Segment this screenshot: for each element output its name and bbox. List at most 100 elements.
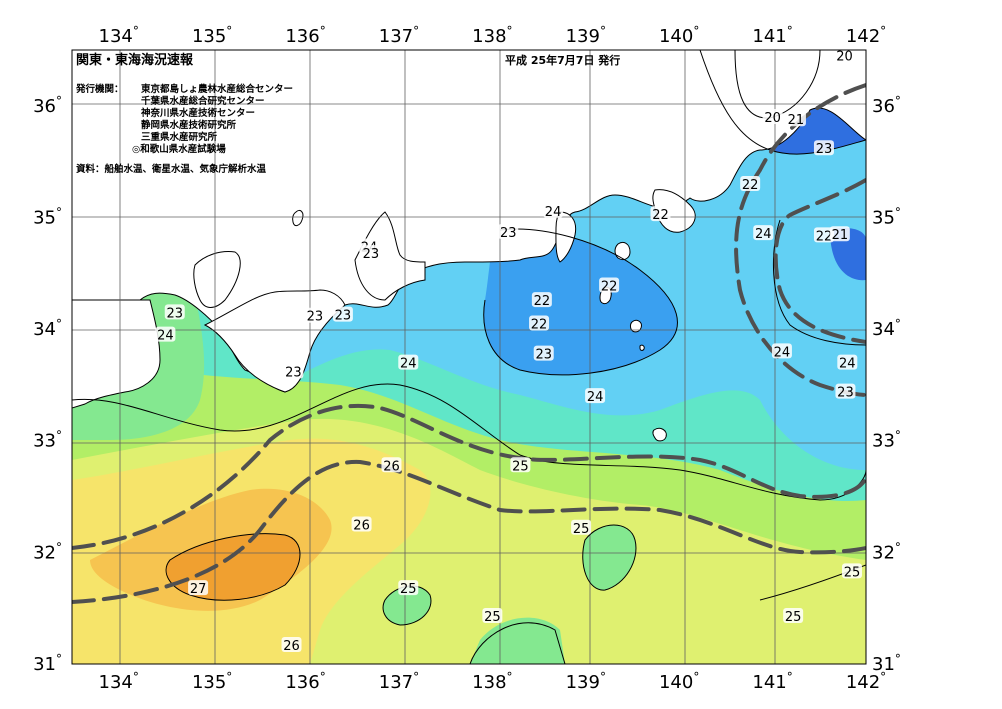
land-shikoku bbox=[72, 299, 161, 409]
isotherm-27 bbox=[165, 533, 301, 601]
lon-tick-bottom-134: 134° bbox=[99, 670, 139, 693]
map-title: 関東・東海海況速報 bbox=[76, 52, 194, 68]
contour-label-text: 22 bbox=[652, 208, 669, 223]
data-source: 資料：船舶水温、衛星水温、気象庁解析水温 bbox=[76, 163, 267, 175]
contour-label-text: 25 bbox=[512, 459, 529, 474]
lon-tick-bottom-142: 142° bbox=[846, 670, 886, 693]
contour-label-text: 26 bbox=[353, 518, 370, 533]
contour-label-29: 26 bbox=[351, 516, 372, 533]
isotherm-24 bbox=[72, 383, 866, 501]
lon-tick-bottom-138: 138° bbox=[472, 670, 512, 693]
land-oshima bbox=[614, 241, 631, 261]
contour-label-text: 23 bbox=[363, 247, 380, 262]
lon-tick-bottom-139: 139° bbox=[566, 670, 606, 693]
lat-tick-right-33: 33° bbox=[872, 429, 901, 452]
contour-label-text: 23 bbox=[335, 309, 352, 324]
contour-label-2: 21 bbox=[785, 111, 806, 128]
issuer-1: 千葉県水産総合研究センター bbox=[141, 95, 265, 107]
inner-eddy-boundary bbox=[773, 178, 866, 344]
contour-label-text: 23 bbox=[285, 366, 302, 381]
contour-label-text: 24 bbox=[545, 205, 562, 220]
lat-tick-left-31: 31° bbox=[33, 652, 62, 675]
latitude-ticks-right: 36° 35° 34° 33° 32° 31° bbox=[872, 94, 901, 675]
land-izu-peninsula bbox=[555, 211, 577, 263]
issuer-2: 神奈川県水産技術センター bbox=[141, 107, 255, 119]
contour-label-text: 25 bbox=[785, 610, 802, 625]
contour-label-24: 24 bbox=[837, 354, 858, 372]
contour-label-18: 23 bbox=[164, 304, 185, 321]
lat-tick-right-34: 34° bbox=[872, 317, 901, 340]
contour-label-22: 23 bbox=[533, 345, 554, 363]
lon-tick-top-136: 136° bbox=[285, 24, 325, 47]
isotherm-25-se bbox=[469, 622, 566, 664]
contour-label-34: 25 bbox=[841, 563, 862, 580]
contour-label-10: 23 bbox=[498, 223, 519, 241]
map-area: 2020212322242221242223242322222223232324… bbox=[72, 50, 866, 664]
contour-label-27: 25 bbox=[510, 457, 531, 474]
contour-label-text: 22 bbox=[742, 178, 759, 193]
isotherm-22 bbox=[483, 228, 678, 376]
lon-tick-top-139: 139° bbox=[566, 24, 606, 47]
contour-label-8: 24 bbox=[543, 202, 564, 220]
contour-label-9: 22 bbox=[650, 206, 671, 223]
lon-tick-bottom-140: 140° bbox=[659, 670, 699, 693]
contour-label-7: 21 bbox=[829, 226, 850, 243]
issuer-label: 発行機関： bbox=[75, 83, 124, 95]
contour-label-text: 24 bbox=[774, 345, 791, 360]
lat-tick-right-31: 31° bbox=[872, 652, 901, 675]
latitude-ticks-left: 36° 35° 34° 33° 32° 31° bbox=[33, 94, 62, 675]
contour-label-text: 25 bbox=[844, 565, 861, 580]
map-frame bbox=[71, 49, 867, 665]
lon-tick-top-134: 134° bbox=[99, 24, 139, 47]
longitude-ticks-top: 134° 135° 136° 137° 138° 139° 140° 141° 142° bbox=[99, 24, 887, 47]
contour-label-21: 24 bbox=[398, 354, 419, 372]
lon-tick-bottom-141: 141° bbox=[752, 670, 792, 693]
contour-label-text: 24 bbox=[839, 357, 856, 372]
contour-label-30: 25 bbox=[571, 519, 592, 537]
land-ise-bay-area bbox=[354, 211, 426, 301]
lat-tick-right-36: 36° bbox=[872, 94, 901, 117]
contour-label-text: 23 bbox=[307, 310, 324, 325]
sea-25-patch-se bbox=[470, 617, 565, 664]
contour-label-text: 24 bbox=[587, 390, 604, 405]
contour-label-16: 23 bbox=[304, 307, 325, 325]
contour-label-28: 26 bbox=[381, 457, 402, 474]
contour-label-5: 24 bbox=[753, 225, 774, 242]
lon-tick-top-142: 142° bbox=[846, 24, 886, 47]
contour-label-text: 20 bbox=[764, 111, 781, 126]
contour-label-0: 20 bbox=[834, 50, 855, 65]
contour-labels: 2020212322242221242223242322222223232324… bbox=[155, 50, 862, 654]
contour-label-text: 22 bbox=[816, 229, 833, 244]
contour-label-text: 26 bbox=[383, 459, 400, 474]
contour-label-text: 25 bbox=[573, 522, 590, 537]
contour-label-14: 22 bbox=[531, 292, 552, 309]
contour-label-text: 25 bbox=[400, 582, 417, 597]
lon-tick-top-140: 140° bbox=[659, 24, 699, 47]
issue-date: 平成 25年7月7日 発行 bbox=[505, 53, 620, 67]
kuroshio-south-edge bbox=[72, 459, 866, 604]
contour-label-36: 26 bbox=[281, 637, 302, 654]
contour-label-4: 22 bbox=[740, 175, 761, 193]
issuer-4: 三重県水産研究所 bbox=[141, 131, 218, 143]
lon-tick-bottom-137: 137° bbox=[379, 670, 419, 693]
lon-tick-top-141: 141° bbox=[752, 24, 792, 47]
land-awaji bbox=[193, 251, 241, 308]
contour-label-text: 24 bbox=[400, 357, 417, 372]
land-miyakejima bbox=[629, 319, 642, 333]
contour-label-23: 24 bbox=[771, 343, 792, 360]
issuer-5: ◎和歌山県水産試験場 bbox=[132, 143, 226, 155]
contour-label-15: 22 bbox=[529, 315, 550, 333]
contour-label-26: 24 bbox=[585, 388, 606, 405]
lat-tick-left-36: 36° bbox=[33, 94, 62, 117]
sea-25-patch-south bbox=[383, 585, 431, 625]
warm-eddy-boundary bbox=[734, 83, 866, 397]
longitude-ticks-bottom: 134° 135° 136° 137° 138° 139° 140° 141° 142° bbox=[99, 670, 887, 693]
sea-25-patch-east bbox=[582, 525, 636, 591]
sea-22-band bbox=[483, 229, 678, 375]
land-hachijojima bbox=[652, 427, 667, 442]
contour-label-text: 22 bbox=[601, 280, 618, 295]
contour-label-17: 23 bbox=[332, 306, 353, 324]
contour-label-text: 22 bbox=[531, 318, 548, 333]
lon-tick-top-138: 138° bbox=[472, 24, 512, 47]
